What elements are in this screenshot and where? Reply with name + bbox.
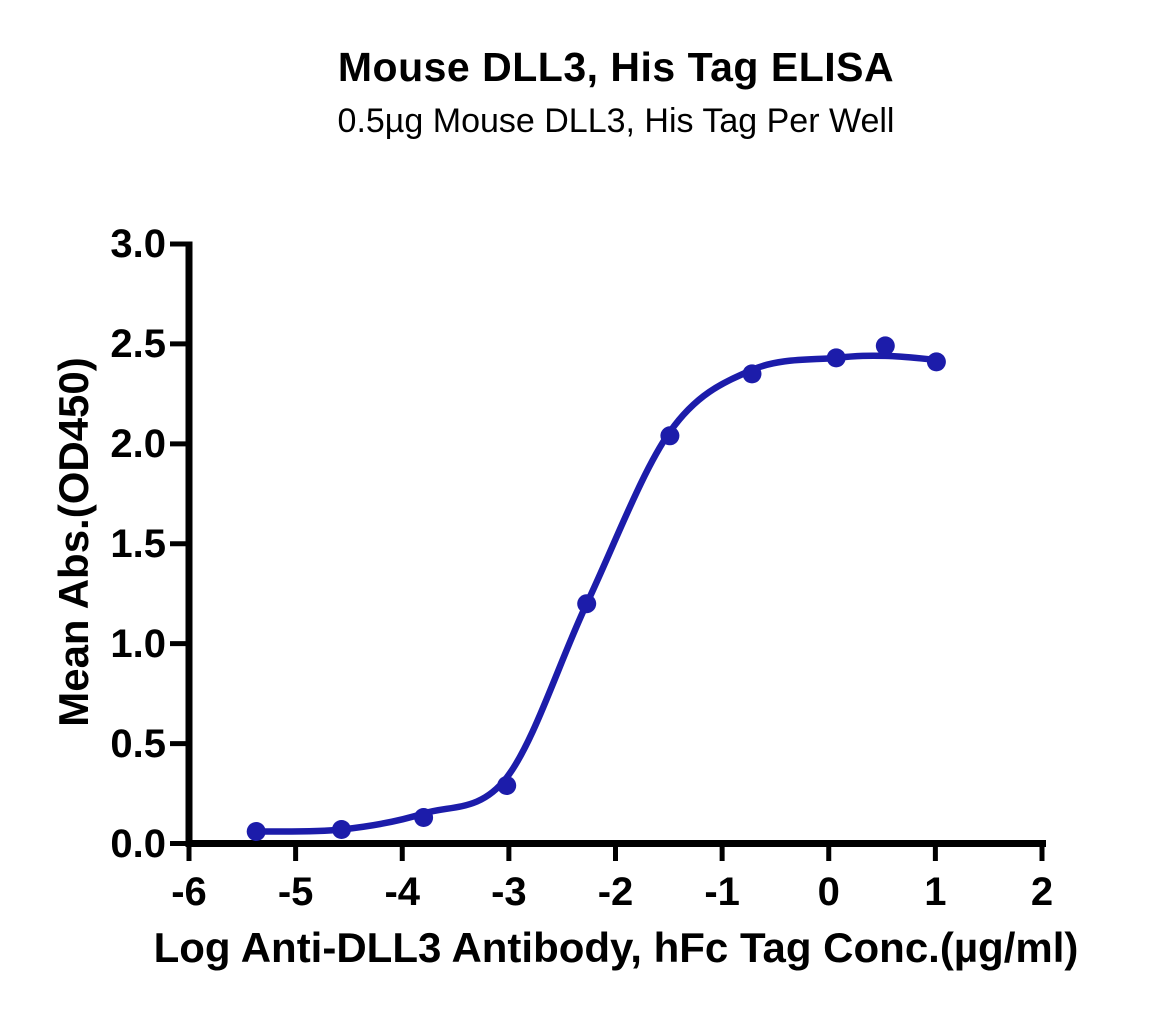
- data-point: [332, 820, 351, 839]
- data-point: [826, 348, 846, 368]
- data-point: [875, 336, 895, 356]
- y-tick-label: 0.5: [110, 721, 166, 766]
- y-tick-label: 0.0: [110, 821, 166, 866]
- x-tick-label: -1: [704, 870, 740, 914]
- data-point: [414, 808, 434, 827]
- y-tick-label: 3.0: [110, 222, 166, 266]
- chart-title: Mouse DLL3, His Tag ELISA: [337, 44, 895, 90]
- y-tick-label: 1.0: [110, 621, 166, 666]
- x-tick-label: -4: [384, 870, 421, 914]
- data-point: [577, 594, 597, 614]
- x-tick-label: 2: [1030, 870, 1054, 914]
- data-point: [660, 426, 680, 446]
- fit-curve: [252, 352, 940, 835]
- y-tick-label: 1.5: [110, 521, 166, 566]
- x-tick-label: -2: [597, 870, 634, 914]
- y-axis-label: Mean Abs.(OD450): [50, 357, 97, 727]
- x-tick-label: -6: [171, 870, 207, 914]
- data-point: [926, 352, 946, 372]
- chart-subtitle: 0.5µg Mouse DLL3, His Tag Per Well: [337, 102, 895, 140]
- y-tick-label: 2.5: [110, 321, 166, 366]
- x-tick-label: -5: [277, 870, 314, 914]
- y-tick-label: 2.0: [110, 421, 166, 466]
- x-tick-label: 1: [924, 870, 947, 914]
- data-point: [742, 364, 762, 384]
- data-point: [497, 776, 517, 795]
- x-axis-label: Log Anti-DLL3 Antibody, hFc Tag Conc.(µg…: [153, 924, 1079, 971]
- data-point: [246, 822, 266, 841]
- x-tick-label: 0: [817, 870, 840, 914]
- x-tick-label: -3: [491, 870, 527, 914]
